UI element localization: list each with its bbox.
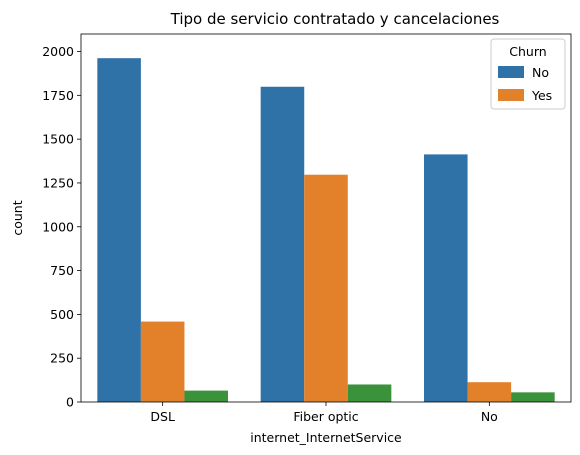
legend-title: Churn	[509, 44, 546, 59]
x-tick-label: DSL	[150, 409, 175, 424]
y-tick-label: 1750	[42, 88, 74, 103]
x-axis-label: internet_InternetService	[250, 430, 402, 445]
y-tick-label: 1250	[42, 175, 74, 190]
y-tick-label: 250	[50, 351, 74, 366]
chart-title: Tipo de servicio contratado y cancelacio…	[170, 10, 500, 28]
legend: Churn No Yes	[490, 38, 566, 110]
y-tick-label: 500	[50, 307, 74, 322]
bar-series-1-no	[467, 382, 512, 402]
y-tick-label: 750	[50, 263, 74, 278]
bar-series-2-fiber-optic	[347, 384, 392, 402]
bar-series-1-dsl	[140, 321, 185, 402]
legend-swatch-no	[498, 66, 524, 78]
bar-series-2-no	[511, 392, 555, 402]
x-tick-label: Fiber optic	[293, 409, 358, 424]
y-tick-label: 1000	[42, 219, 74, 234]
y-tick-label: 0	[66, 395, 74, 410]
y-axis: 0 250 500 750 1000 1250 1500 1750 2000	[42, 44, 81, 410]
y-axis-label: count	[10, 200, 25, 235]
x-tick-label: No	[481, 409, 498, 424]
bar-series-0-dsl	[97, 58, 141, 403]
bar-series-0-no	[424, 154, 468, 402]
legend-label-no: No	[532, 65, 549, 80]
y-tick-label: 1500	[42, 132, 74, 147]
legend-label-yes: Yes	[531, 88, 552, 103]
plot-frame	[80, 33, 572, 403]
bar-series-1-fiber-optic	[304, 174, 348, 402]
bar-series-0-fiber-optic	[260, 86, 305, 402]
x-axis: DSL Fiber optic No	[150, 402, 498, 424]
bars-layer	[97, 58, 555, 403]
y-tick-label: 2000	[42, 44, 74, 59]
legend-items: No Yes	[498, 65, 552, 103]
legend-swatch-yes	[498, 89, 524, 101]
bar-series-2-dsl	[184, 390, 228, 402]
